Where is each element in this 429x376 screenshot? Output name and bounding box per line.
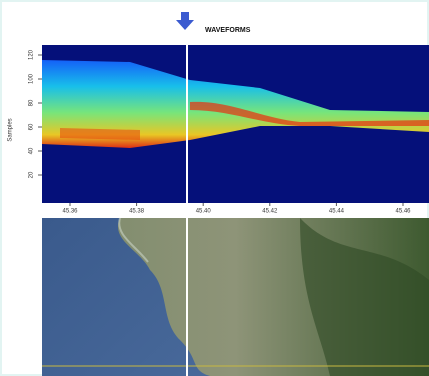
screen: WAVEFORMS 20 40 60 80 100 120 45.36 45.38 45.40… — [0, 0, 429, 376]
y-tick-label: 20 — [29, 171, 35, 178]
y-tick-label: 100 — [29, 73, 35, 84]
y-tick-label: 40 — [29, 147, 35, 154]
x-tick-label: 45.46 — [395, 209, 411, 215]
y-axis-label: Samples — [8, 118, 14, 141]
x-tick-label: 45.40 — [196, 209, 212, 215]
waveform-peak — [60, 128, 140, 140]
title: WAVEFORMS — [205, 27, 251, 34]
x-tick-label: 45.42 — [262, 209, 278, 215]
x-tick-label: 45.38 — [129, 209, 145, 215]
x-tick-label: 45.36 — [62, 209, 78, 215]
y-tick-label: 80 — [29, 99, 35, 106]
y-tick-label: 120 — [29, 49, 35, 60]
y-tick-label: 60 — [29, 123, 35, 130]
x-tick-label: 45.44 — [329, 209, 345, 215]
page: WAVEFORMS 20 40 60 80 100 120 45.36 45.38 45.40… — [0, 0, 429, 376]
